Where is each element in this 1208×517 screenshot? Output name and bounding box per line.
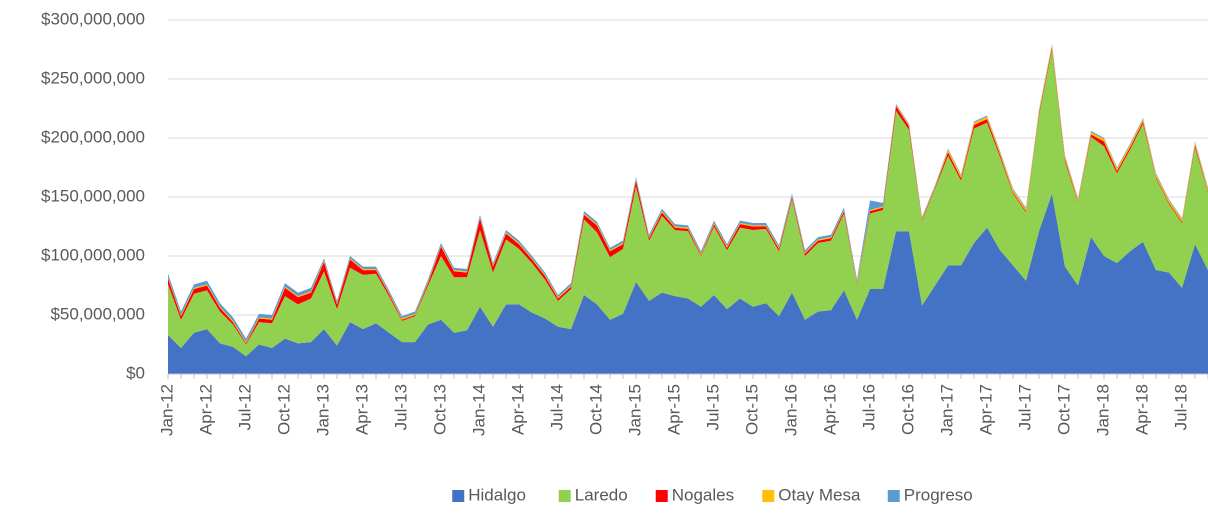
legend-label: Nogales	[672, 485, 734, 504]
x-tick-label: Apr-17	[976, 384, 995, 435]
x-tick-label: Apr-12	[196, 384, 215, 435]
x-tick-label: Jul-18	[1171, 384, 1190, 430]
legend-swatch	[452, 490, 465, 502]
x-tick-label: Jan-17	[937, 384, 956, 436]
x-tick-label: Jul-17	[1015, 384, 1034, 430]
x-tick-label: Jan-15	[625, 384, 644, 436]
y-tick-label: $150,000,000	[41, 186, 145, 205]
x-tick-label: Jul-13	[391, 384, 410, 430]
y-tick-label: $50,000,000	[50, 304, 145, 323]
y-tick-label: $250,000,000	[41, 68, 145, 87]
x-tick-label: Jan-18	[1093, 384, 1112, 436]
y-tick-label: $0	[126, 363, 145, 382]
x-tick-label: Oct-15	[742, 384, 761, 435]
x-tick-label: Oct-16	[898, 384, 917, 435]
x-tick-label: Jan-14	[469, 384, 488, 436]
x-tick-label: Apr-14	[508, 384, 527, 435]
y-tick-label: $200,000,000	[41, 127, 145, 146]
x-tick-label: Jan-13	[313, 384, 332, 436]
legend-swatch	[655, 490, 668, 502]
x-tick-label: Oct-14	[586, 384, 605, 435]
legend-swatch	[762, 490, 775, 502]
legend-label: Laredo	[575, 485, 628, 504]
x-tick-label: Apr-16	[820, 384, 839, 435]
x-tick-label: Oct-12	[274, 384, 293, 435]
y-tick-label: $300,000,000	[41, 9, 145, 28]
x-tick-label: Jul-15	[703, 384, 722, 430]
legend-swatch	[558, 490, 571, 502]
x-tick-label: Jul-12	[235, 384, 254, 430]
x-tick-label: Jan-12	[157, 384, 176, 436]
x-tick-label: Jul-16	[859, 384, 878, 430]
area	[168, 49, 1208, 357]
legend-label: Progreso	[904, 485, 973, 504]
x-tick-label: Apr-15	[664, 384, 683, 435]
x-tick-label: Jan-16	[781, 384, 800, 436]
x-tick-label: Apr-18	[1132, 384, 1151, 435]
legend-label: Hidalgo	[468, 485, 526, 504]
legend-label: Otay Mesa	[778, 485, 861, 504]
x-tick-label: Oct-13	[430, 384, 449, 435]
x-tick-label: Apr-13	[352, 384, 371, 435]
x-tick-label: Oct-17	[1054, 384, 1073, 435]
area	[168, 193, 1208, 374]
y-tick-label: $100,000,000	[41, 245, 145, 264]
x-tick-label: Jul-14	[547, 384, 566, 430]
legend-swatch	[887, 490, 900, 502]
